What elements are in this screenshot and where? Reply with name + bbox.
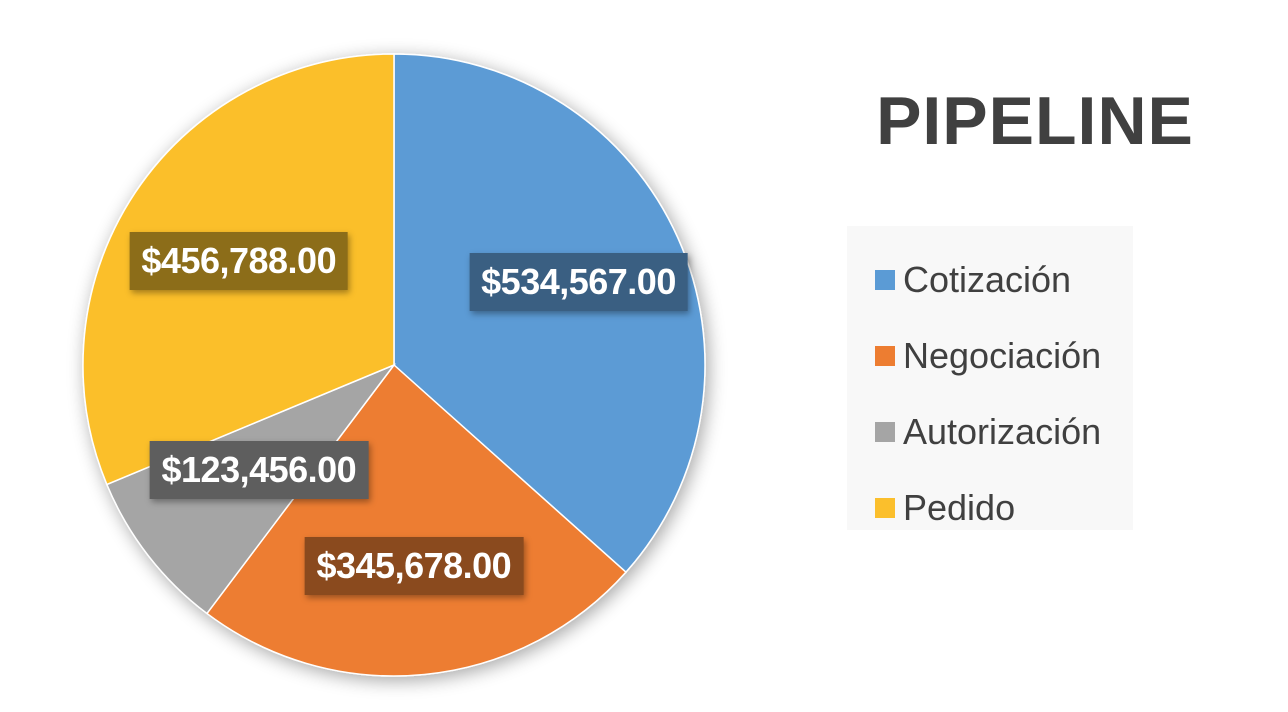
legend-item-negociación: Negociación <box>875 318 1133 394</box>
legend-swatch <box>875 498 895 518</box>
legend-item-autorización: Autorización <box>875 394 1133 470</box>
legend-item-cotización: Cotización <box>875 242 1133 318</box>
data-label-autorización: $123,456.00 <box>149 440 369 499</box>
legend-label: Autorización <box>903 411 1102 452</box>
legend-label: Negociación <box>903 335 1102 376</box>
data-label-pedido: $456,788.00 <box>129 232 349 291</box>
pie-slice-cotización <box>393 53 706 574</box>
legend-label: Pedido <box>903 487 1016 528</box>
data-label-negociación: $345,678.00 <box>304 537 524 596</box>
pie-chart: $534,567.00 $345,678.00 $123,456.00 $456,78… <box>82 53 706 677</box>
legend-swatch <box>875 346 895 366</box>
legend: Cotización Negociación Autorización Pedido <box>847 226 1133 530</box>
pie-slice-negociación <box>205 363 628 677</box>
data-label-cotización: $534,567.00 <box>469 253 688 312</box>
legend-swatch <box>875 422 895 442</box>
legend-label: Cotización <box>903 259 1072 300</box>
chart-title: PIPELINE <box>876 83 1194 159</box>
legend-item-pedido: Pedido <box>875 470 1133 546</box>
pie-svg <box>82 53 706 677</box>
legend-swatch <box>875 270 895 290</box>
